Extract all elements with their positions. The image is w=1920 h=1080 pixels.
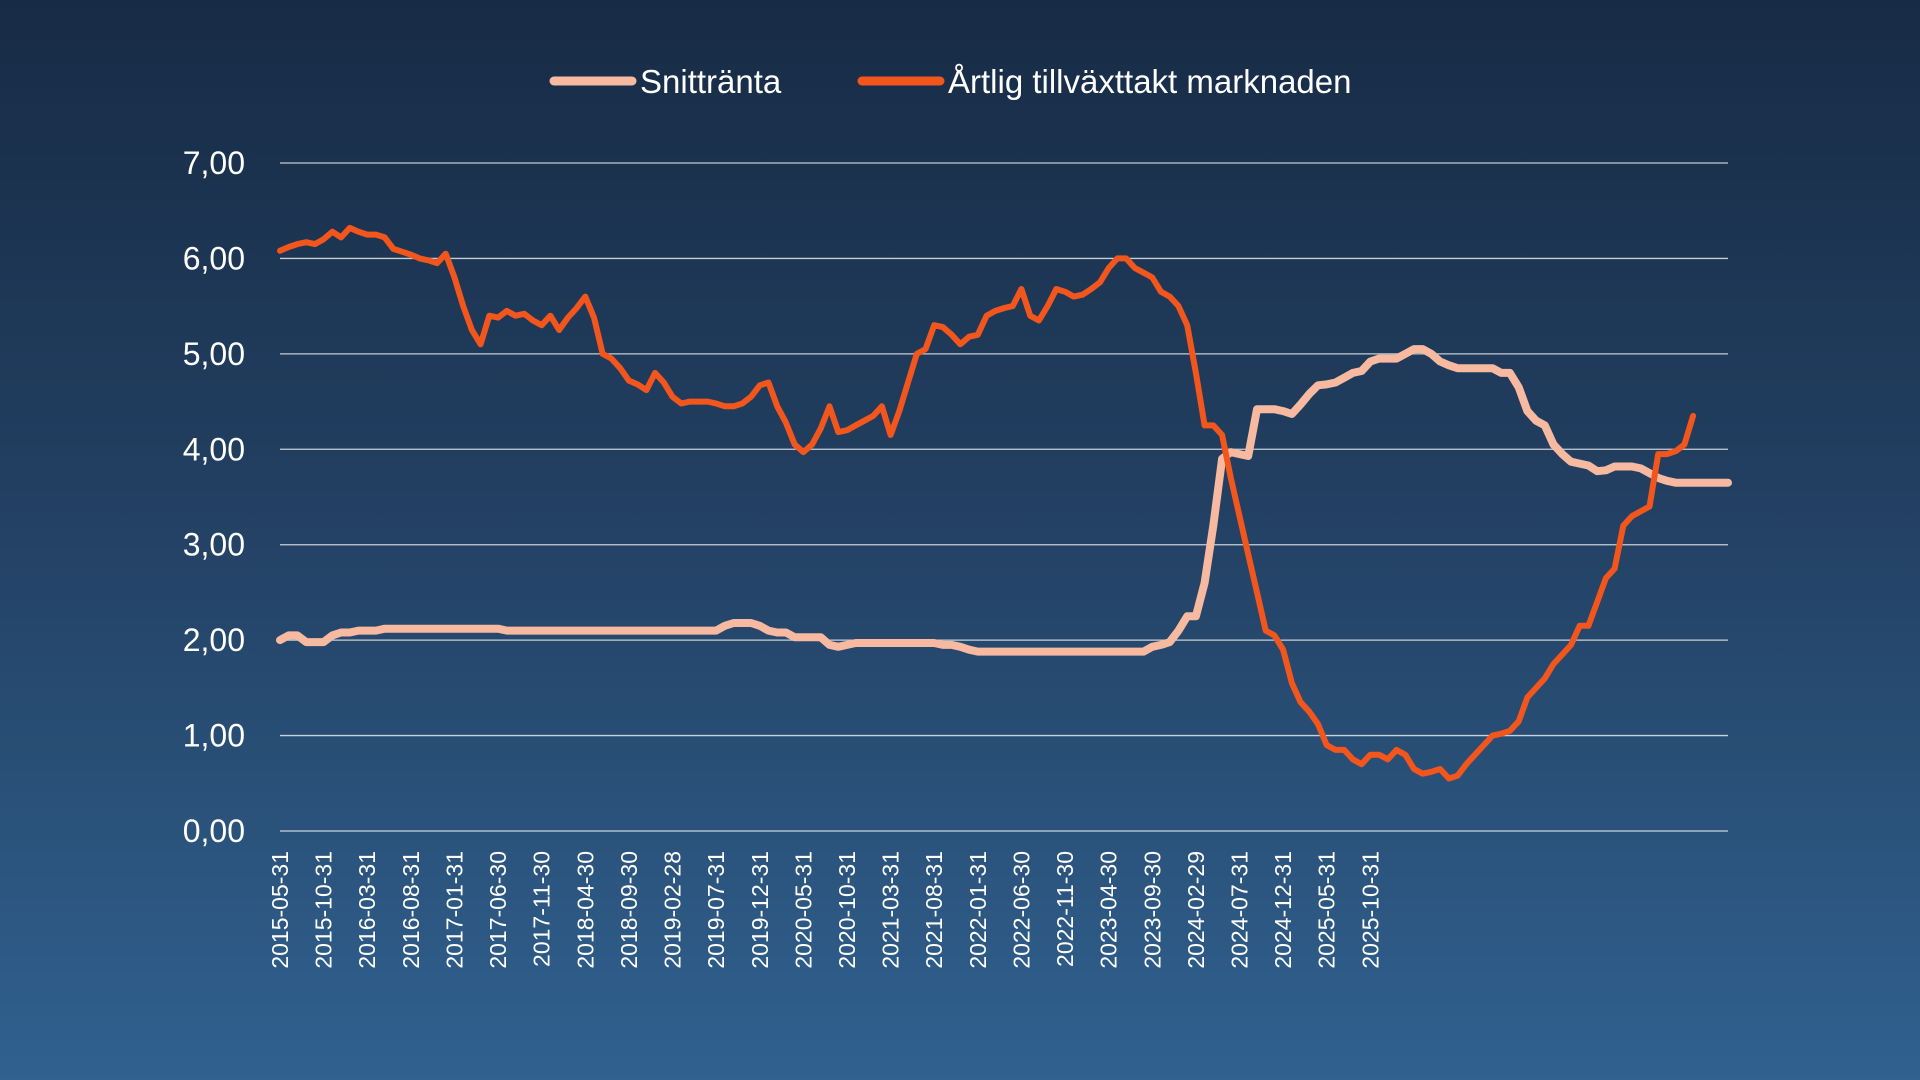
x-tick-label: 2019-07-31 <box>703 851 729 969</box>
y-tick-label: 2,00 <box>183 622 245 658</box>
x-tick-label: 2025-10-31 <box>1357 851 1383 969</box>
x-tick-label: 2021-08-31 <box>921 851 947 969</box>
x-tick-label: 2020-05-31 <box>790 851 816 969</box>
y-tick-label: 4,00 <box>183 431 245 467</box>
series-line-snittranta <box>276 345 1732 656</box>
y-tick-label: 3,00 <box>183 527 245 563</box>
legend-item-snittranta: Snittränta <box>549 63 782 100</box>
x-tick-label: 2015-05-31 <box>267 851 293 969</box>
gridlines <box>280 162 1728 832</box>
x-tick-label: 2023-04-30 <box>1096 851 1122 969</box>
y-tick-label: 1,00 <box>183 718 245 754</box>
x-tick-label: 2016-08-31 <box>398 851 424 969</box>
x-tick-label: 2017-11-30 <box>529 851 555 967</box>
x-tick-label: 2016-03-31 <box>354 851 380 969</box>
legend-item-arlig-tillvaxttakt: Årtlig tillväxttakt marknaden <box>857 63 1352 100</box>
x-tick-label: 2017-01-31 <box>441 851 467 969</box>
y-tick-label: 5,00 <box>183 336 245 372</box>
y-tick-label: 7,00 <box>183 145 245 181</box>
x-tick-label: 2020-10-31 <box>834 851 860 969</box>
y-tick-label: 0,00 <box>183 813 245 849</box>
x-tick-label: 2024-07-31 <box>1227 851 1253 969</box>
x-axis: 2015-05-31 2015-10-31 2016-03-31 2016-08-31… <box>267 851 1383 969</box>
x-tick-label: 2024-02-29 <box>1183 851 1209 969</box>
series-lines <box>276 224 1732 782</box>
x-tick-label: 2023-09-30 <box>1139 851 1165 969</box>
x-tick-label: 2021-03-31 <box>878 851 904 969</box>
x-tick-label: 2017-06-30 <box>485 851 511 969</box>
x-tick-label: 2022-11-30 <box>1052 851 1078 967</box>
x-tick-label: 2018-09-30 <box>616 851 642 969</box>
x-tick-label: 2022-01-31 <box>965 851 991 969</box>
x-tick-label: 2018-04-30 <box>572 851 598 969</box>
series-line-artlig-tillvaxttakt-marknaden <box>277 224 1697 782</box>
x-tick-label: 2019-12-31 <box>747 851 773 969</box>
y-axis: 0,00 1,00 2,00 3,00 4,00 5,00 6,00 7,00 <box>183 145 245 849</box>
legend-label-snittranta: Snittränta <box>640 63 782 100</box>
x-tick-label: 2015-10-31 <box>311 851 337 969</box>
x-tick-label: 2025-05-31 <box>1314 851 1340 969</box>
x-tick-label: 2024-12-31 <box>1270 851 1296 969</box>
y-tick-label: 6,00 <box>183 240 245 276</box>
x-tick-label: 2022-06-30 <box>1008 851 1034 969</box>
x-tick-label: 2019-02-28 <box>660 851 686 969</box>
legend: Snittränta Årtlig tillväxttakt marknaden <box>549 63 1352 100</box>
legend-label-arlig-tillvaxttakt: Årtlig tillväxttakt marknaden <box>948 63 1352 100</box>
